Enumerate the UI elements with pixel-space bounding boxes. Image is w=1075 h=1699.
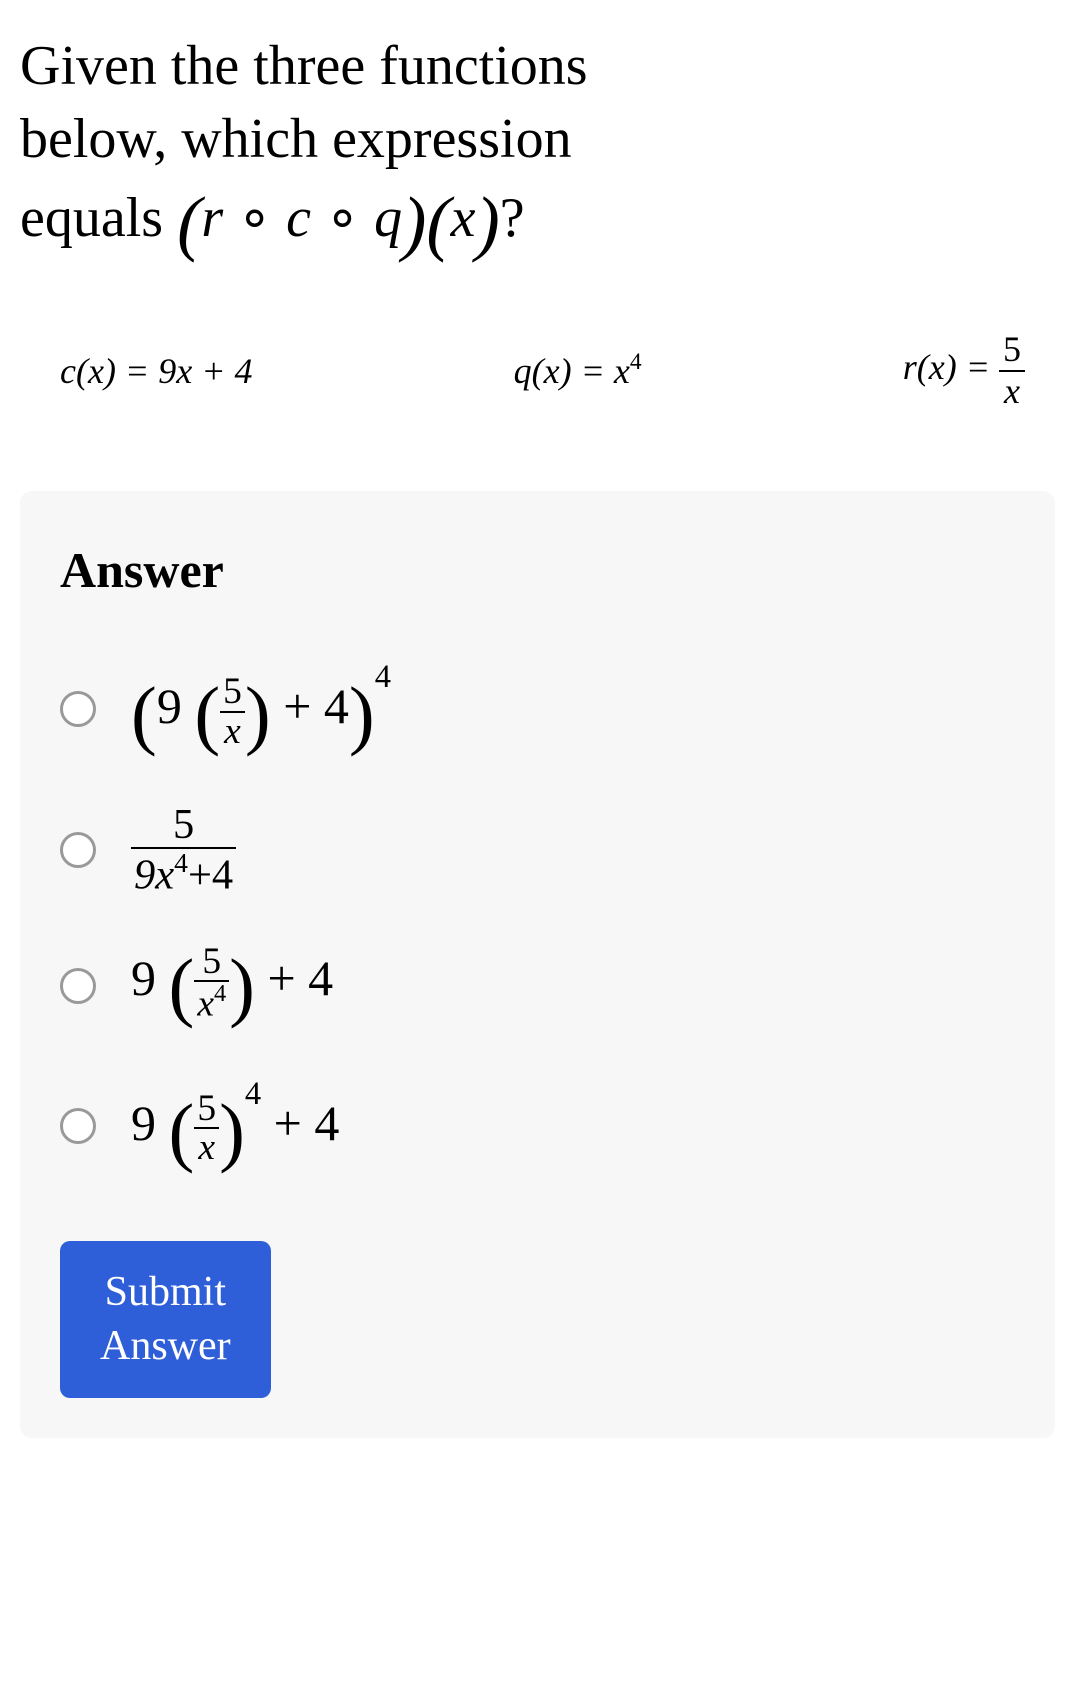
comp-close: ) bbox=[402, 182, 426, 263]
arg-open: ( bbox=[426, 182, 450, 263]
option-c-expr: 9 (5x4) + 4 bbox=[131, 942, 333, 1031]
option-b-expr: 59x4+4 bbox=[131, 804, 236, 897]
answer-title: Answer bbox=[60, 541, 1015, 599]
option-a-expr: (9 (5x) + 4)4 bbox=[131, 659, 391, 759]
r-den: x bbox=[999, 372, 1025, 412]
function-c: c(x) = 9x + 4 bbox=[60, 350, 253, 392]
comp-c: c bbox=[286, 187, 311, 249]
qmark: ? bbox=[500, 187, 525, 249]
r-num: 5 bbox=[999, 330, 1025, 372]
option-a[interactable]: (9 (5x) + 4)4 bbox=[60, 659, 1015, 759]
c-lhs: c(x) = bbox=[60, 351, 158, 391]
comp-r: r bbox=[201, 187, 223, 249]
question-line1: Given the three functions bbox=[20, 35, 588, 97]
arg-x: x bbox=[451, 187, 476, 249]
circ2: ∘ bbox=[311, 187, 374, 249]
r-lhs: r(x) = bbox=[903, 347, 999, 387]
radio-icon[interactable] bbox=[60, 1108, 96, 1144]
option-b[interactable]: 59x4+4 bbox=[60, 804, 1015, 897]
answer-section: Answer (9 (5x) + 4)4 59x4+4 9 (5x4) + 4 … bbox=[20, 491, 1055, 1437]
option-d[interactable]: 9 (5x)4 + 4 bbox=[60, 1076, 1015, 1176]
option-d-expr: 9 (5x)4 + 4 bbox=[131, 1076, 339, 1176]
comp-q: q bbox=[374, 187, 402, 249]
circ1: ∘ bbox=[223, 187, 286, 249]
question-line2: below, which expression bbox=[20, 108, 572, 170]
function-r: r(x) = 5x bbox=[903, 330, 1025, 411]
submit-button[interactable]: Submit Answer bbox=[60, 1241, 271, 1398]
c-rhs: 9x + 4 bbox=[158, 351, 252, 391]
submit-line1: Submit bbox=[105, 1269, 226, 1315]
functions-row: c(x) = 9x + 4 q(x) = x4 r(x) = 5x bbox=[20, 330, 1055, 411]
question-line3-prefix: equals bbox=[20, 187, 177, 249]
option-c[interactable]: 9 (5x4) + 4 bbox=[60, 942, 1015, 1031]
comp-open: ( bbox=[177, 182, 201, 263]
function-q: q(x) = x4 bbox=[514, 349, 642, 392]
question-text: Given the three functions below, which e… bbox=[20, 30, 1055, 270]
arg-close: ) bbox=[475, 182, 499, 263]
radio-icon[interactable] bbox=[60, 968, 96, 1004]
q-exp: 4 bbox=[630, 349, 642, 375]
submit-line2: Answer bbox=[100, 1323, 231, 1369]
q-lhs: q(x) = bbox=[514, 351, 614, 391]
radio-icon[interactable] bbox=[60, 832, 96, 868]
q-base: x bbox=[614, 351, 630, 391]
radio-icon[interactable] bbox=[60, 691, 96, 727]
